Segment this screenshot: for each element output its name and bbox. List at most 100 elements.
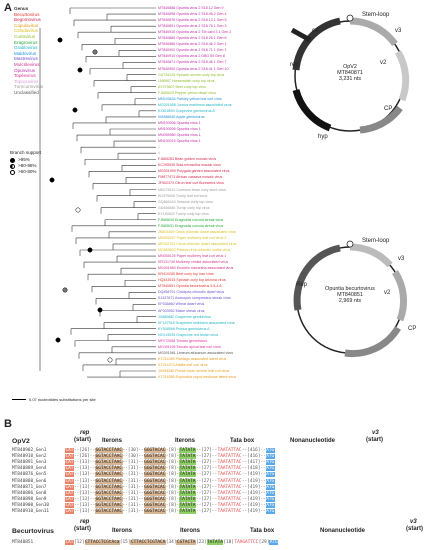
tree-leaf-label: KR131749 Mulberry crinkle associated vir… <box>158 260 229 265</box>
opv2-v3-block: ATG <box>265 472 275 478</box>
branch-support-node <box>55 337 61 343</box>
opv2-gap: --[31]-- <box>122 460 144 466</box>
becurto-gap5: [18] <box>223 540 234 545</box>
becurto-h-nona: Nonanucleotide <box>320 528 366 534</box>
becurto-name: Opuntia becurtovirus <box>325 286 375 292</box>
opv2-v3-block: ATG <box>265 484 275 490</box>
opv2-iteron1: GGTACCTAAC <box>95 490 123 496</box>
opv2-alignment-row: MT840910_Gen11 CAT--[13]--GGTACCTAAC--[31… <box>12 509 275 514</box>
opv2-gap: -[8]- <box>165 454 180 460</box>
opv2-rep-block: CAT <box>65 496 74 502</box>
opv2-gap: --[30]-- <box>122 454 144 460</box>
tree-leaf-label: FJ665629 Pepper yellow dwarf virus <box>158 90 216 95</box>
opv2-h-iterons2: Iterons <box>175 438 196 444</box>
opv2-v3-block: ATG <box>265 509 275 514</box>
opv2-genome-map <box>290 14 410 134</box>
opv2-alignment-row: MT840889_Gen4 CAT--[13]--GGTACCTAAC--[31]… <box>12 466 275 472</box>
opv2-nona-block: TAATATTAC <box>217 472 242 478</box>
becurto-genome-center-label: Opuntia becurtovirus MT840851 2,969 nts <box>316 286 384 305</box>
tree-leaf-label: AF003952 Maize streak virus <box>158 308 205 313</box>
opv2-gap: --[419]-- <box>241 502 266 508</box>
opv2-gap: --[13]-- <box>73 509 96 514</box>
legend-item: Eragrovirus <box>14 39 38 45</box>
opv2-alignment-row: MT840876_Gen5 CAT--[13]--GGTACCTAAC--[31]… <box>12 472 275 478</box>
opv2-iteron2: GGGTACAC <box>143 496 166 502</box>
opv2-gap: --[27]-- <box>195 496 218 502</box>
opv2-gap: -[8]- <box>165 466 180 472</box>
opv2-gap: -[8]- <box>165 496 180 502</box>
opv2-gap: --[27]-- <box>195 460 218 466</box>
opv2-gap: --[27]-- <box>195 484 218 490</box>
opv2-nona-block: TAATATTAC <box>217 460 242 466</box>
opv2-row-id: MT840900_Gen10 <box>12 502 50 508</box>
scale-label: 0.07 nucleotides substitutions per site <box>29 397 96 402</box>
support-low-label: >60-80% <box>18 169 37 174</box>
branch-support-node <box>87 247 93 253</box>
opv2-gap: --[26]-- <box>73 448 96 453</box>
tree-leaf-label: MN055327 Paper mulberry leaf curl virus … <box>158 235 227 240</box>
tree-leaf-label: MG491196 Tomato apical leaf curl virus <box>158 344 221 349</box>
opv2-gap: -[8]- <box>165 478 180 484</box>
opv2-gap: --[13]-- <box>73 472 96 478</box>
opv2-alignment-row: MT840888_Gen6 CAT--[13]--GGTACCTAAC--[31]… <box>12 478 275 484</box>
opv2-gap: --[27]-- <box>195 509 218 514</box>
opv2-gap: --[13]-- <box>73 484 96 490</box>
tree-leaf-label: MT840871 Opuntia virus 2 S18.46 1 Gen 7 <box>158 60 227 65</box>
opv2-rep-block: CAT <box>65 472 74 478</box>
opv2-row-id: MT840902_Gen1 <box>12 448 47 453</box>
becurto-iteron1: CTTACCTCGtAca <box>84 540 120 545</box>
opv2-iteron1: GGTACCTAAC <box>95 478 123 484</box>
opv2-h-rep: rep <box>80 430 90 436</box>
opv2-tata-block: TATATA <box>179 448 196 453</box>
opv2-gap: --[419]-- <box>241 478 266 484</box>
tree-leaf-label: 1 <box>158 145 160 150</box>
becurto-v3-label: v3 <box>398 256 405 262</box>
branch-support-legend: Branch support >95% >80-95% >60-80% <box>10 150 41 175</box>
opv2-v3-block: ATG <box>265 496 275 502</box>
tree-leaf-label: MK073513 Common bean curly stunt virus <box>158 187 226 192</box>
tree-leaf-label: MF452751 Citrus chlorotic dwarf associat… <box>158 241 237 246</box>
tree-leaf-label: MT840889 Opuntia virus 2 S18.26 1 Gen 6 <box>158 36 227 41</box>
tree-leaf-label: FJ665630 Eragrostis curvula streak virus <box>158 217 224 222</box>
tree-leaf-label: MT840886 Opuntia virus 2 S18.46 2 Gen 1 <box>158 42 227 47</box>
opv2-stem-loop-label: Stem-loop <box>362 12 390 18</box>
opv2-gap: --[31]-- <box>122 472 144 478</box>
tree-leaf-label: GQ865443 Sesame curly top virus <box>158 199 213 204</box>
opv2-row-id: MT840876_Gen5 <box>12 472 47 478</box>
tree-leaf-label: KT214373 Alfalfa leaf curl virus <box>158 362 208 367</box>
branch-support-node <box>77 67 83 73</box>
opv2-gap: --[31]-- <box>122 478 144 484</box>
tree-leaf-label: JN803469 Citrus chlorotic dwarf associat… <box>158 229 236 234</box>
opv2-gap: --[27]-- <box>195 490 218 496</box>
tree-leaf-label: KY508568 Prunus geminivirus A <box>158 326 210 331</box>
legend-item: Capulavirus <box>14 22 39 28</box>
becurto-gap2: [15] <box>119 540 131 545</box>
opv2-gap: --[418]-- <box>241 466 266 472</box>
opv2-tata-block: TATATA <box>179 509 196 514</box>
branch-support-node <box>75 207 81 213</box>
tree-leaf-label: LM6967 Horseradish curly top virus <box>158 78 215 83</box>
support-low-icon <box>10 169 15 175</box>
opv2-h-tata: Tata box <box>230 438 255 444</box>
legend-item: Unclassified <box>14 89 39 95</box>
opv2-iteron1: GGTACCTAAC <box>95 454 123 460</box>
opv2-gap: -[8]- <box>165 490 180 496</box>
legend-item: Turncurtovirus <box>14 84 44 90</box>
legend-item: Opunvirus <box>14 67 35 73</box>
branch-support-node <box>72 107 78 113</box>
phylogenetic-tree <box>39 7 156 378</box>
legend-item: Begomovirus <box>14 17 41 23</box>
support-high-icon <box>10 157 15 163</box>
opv2-gap: --[31]-- <box>122 490 144 496</box>
opv2-gap: --[13]-- <box>73 496 96 502</box>
opv2-gap: --[31]-- <box>122 502 144 508</box>
opv2-v3-label: v3 <box>395 28 402 34</box>
becurto-gap6: [29] <box>258 540 270 545</box>
opv2-gap: --[30]-- <box>122 448 144 453</box>
support-high-label: >95% <box>18 157 30 162</box>
branch-support-node <box>97 307 103 313</box>
opv2-row-id: MT840910_Gen2 <box>12 454 47 460</box>
opv2-nona-block: TAATATTAC <box>217 466 242 472</box>
opv2-iteron2: GGGTACAC <box>143 478 166 484</box>
opv2-row-id: MT840888_Gen6 <box>12 478 47 484</box>
